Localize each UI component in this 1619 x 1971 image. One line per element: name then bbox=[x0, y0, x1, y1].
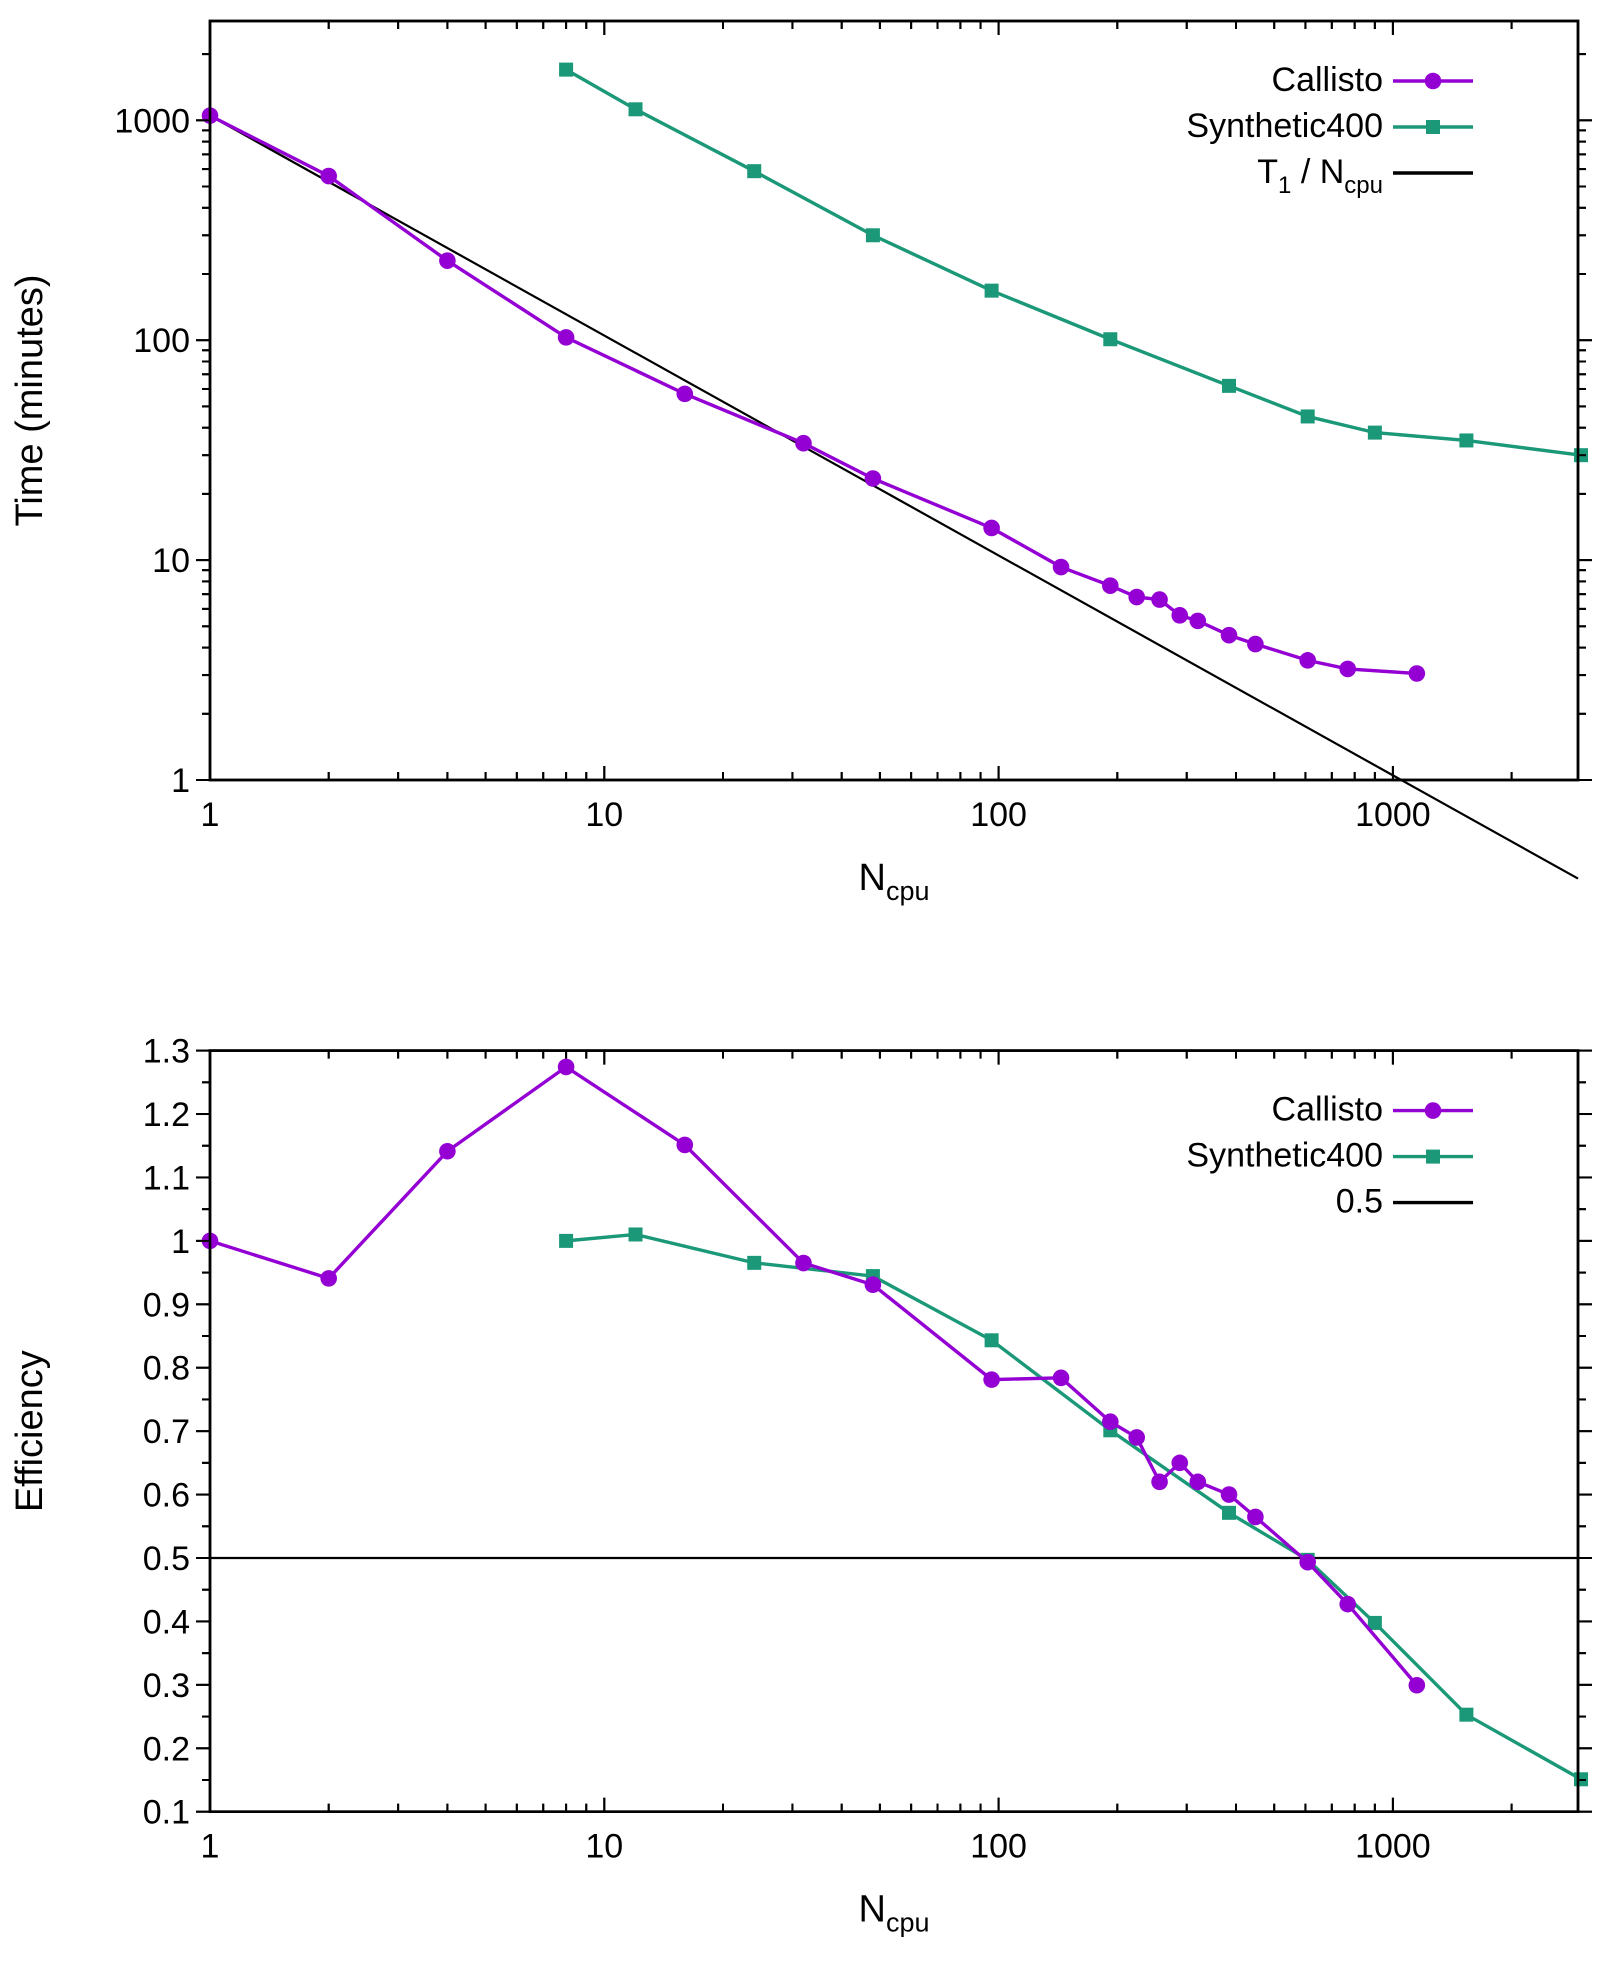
svg-text:Synthetic400: Synthetic400 bbox=[1186, 1137, 1383, 1175]
svg-text:0.8: 0.8 bbox=[143, 1350, 190, 1388]
svg-text:0.5: 0.5 bbox=[1336, 1183, 1383, 1221]
svg-text:10: 10 bbox=[585, 1828, 623, 1866]
svg-text:0.2: 0.2 bbox=[143, 1730, 190, 1768]
svg-text:0.1: 0.1 bbox=[143, 1794, 190, 1832]
svg-text:1.1: 1.1 bbox=[143, 1159, 190, 1197]
svg-text:100: 100 bbox=[133, 322, 190, 360]
svg-text:1000: 1000 bbox=[114, 102, 190, 140]
svg-text:1.2: 1.2 bbox=[143, 1096, 190, 1134]
svg-text:0.6: 0.6 bbox=[143, 1477, 190, 1515]
svg-text:0.5: 0.5 bbox=[143, 1540, 190, 1578]
svg-text:0.9: 0.9 bbox=[143, 1286, 190, 1324]
svg-text:100: 100 bbox=[970, 1828, 1027, 1866]
svg-text:100: 100 bbox=[970, 796, 1027, 834]
svg-text:Time (minutes): Time (minutes) bbox=[9, 275, 51, 527]
svg-text:1: 1 bbox=[171, 1223, 190, 1261]
svg-text:0.3: 0.3 bbox=[143, 1667, 190, 1705]
svg-text:Callisto: Callisto bbox=[1272, 61, 1383, 99]
svg-text:10: 10 bbox=[152, 542, 190, 580]
svg-text:1: 1 bbox=[201, 796, 220, 834]
svg-text:1.3: 1.3 bbox=[143, 1033, 190, 1071]
svg-text:0.7: 0.7 bbox=[143, 1413, 190, 1451]
svg-text:1: 1 bbox=[171, 762, 190, 800]
svg-text:10: 10 bbox=[585, 796, 623, 834]
svg-text:1000: 1000 bbox=[1355, 796, 1431, 834]
svg-text:Efficiency: Efficiency bbox=[9, 1350, 51, 1512]
svg-text:1: 1 bbox=[201, 1828, 220, 1866]
svg-text:Synthetic400: Synthetic400 bbox=[1186, 107, 1383, 145]
svg-text:0.4: 0.4 bbox=[143, 1603, 190, 1641]
svg-text:Callisto: Callisto bbox=[1272, 1091, 1383, 1129]
svg-text:1000: 1000 bbox=[1355, 1828, 1431, 1866]
